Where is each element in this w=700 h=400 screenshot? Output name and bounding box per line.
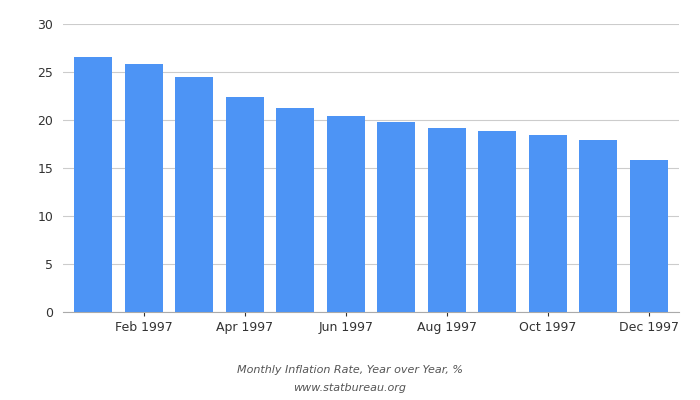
Bar — [125, 64, 162, 312]
Bar — [226, 97, 264, 312]
Bar — [580, 140, 617, 312]
Bar — [630, 160, 668, 312]
Bar — [276, 108, 314, 312]
Bar — [175, 77, 214, 312]
Bar — [428, 128, 466, 312]
Bar — [327, 116, 365, 312]
Legend: Mexico, 1997: Mexico, 1997 — [310, 399, 432, 400]
Bar — [478, 130, 516, 312]
Text: www.statbureau.org: www.statbureau.org — [293, 383, 407, 393]
Bar — [377, 122, 415, 312]
Bar — [74, 57, 112, 312]
Bar — [528, 135, 567, 312]
Text: Monthly Inflation Rate, Year over Year, %: Monthly Inflation Rate, Year over Year, … — [237, 365, 463, 375]
